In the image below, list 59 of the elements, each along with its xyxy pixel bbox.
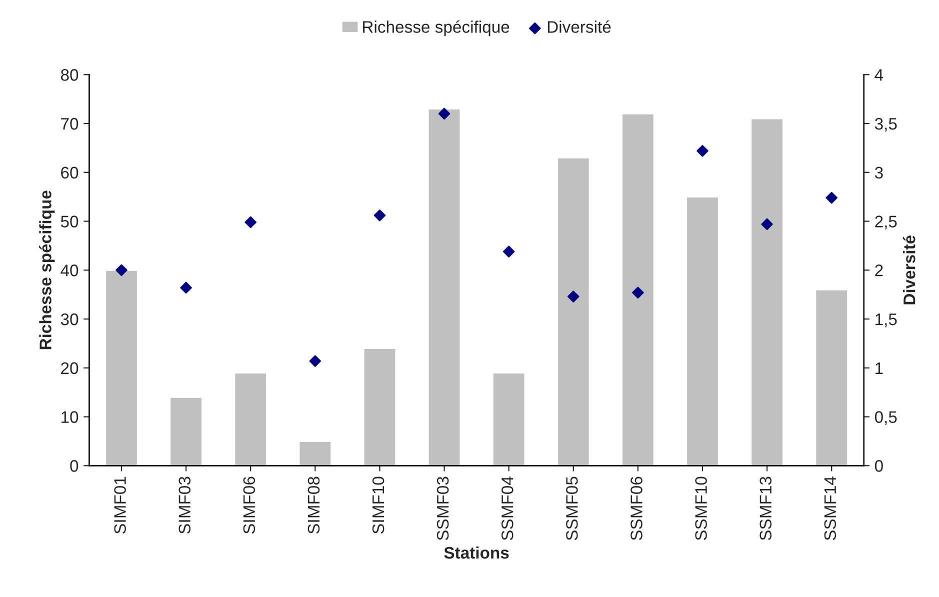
x-axis-title: Stations [444,546,509,559]
bar [169,396,203,466]
point [438,108,450,120]
bar [621,113,655,466]
y-tick-label: 80 [60,69,78,81]
x-tick-label: SIMF10 [372,476,384,534]
bar [298,440,332,466]
x-tick-label: SSMF10 [695,476,707,540]
bar [686,196,720,466]
point [116,264,128,276]
y2-tick-label: 2 [875,264,883,276]
y2-tick-label: 4 [874,69,884,81]
legend-label: Richesse spécifique [363,20,510,36]
y-tick-label: 70 [61,118,78,130]
bar [234,372,268,466]
y-tick-label: 10 [62,411,78,423]
y2-tick-label: 1,5 [876,314,897,328]
x-tick-label: SSMF05 [566,476,578,540]
point [244,216,256,228]
x-tick-label: SSMF06 [630,476,642,540]
point [826,192,838,204]
point [761,218,773,230]
y-tick-label: 60 [61,166,78,179]
point [632,286,644,299]
point [180,282,192,294]
y2-tick-label: 2,5 [875,216,897,230]
point [567,290,580,302]
x-tick-label: SSMF14 [824,476,836,540]
bar [750,118,784,466]
point [309,355,322,367]
point [502,246,515,258]
y2-tick-label: 3,5 [874,118,897,132]
point [374,210,386,222]
point [696,144,708,157]
x-tick-label: SSMF03 [436,476,449,540]
bar [492,372,526,466]
bar [104,269,138,466]
y2-axis-title: Diversité [902,236,916,304]
bar [556,157,590,466]
y2-tick-label: 0 [874,460,883,472]
x-tick-label: SSMF13 [760,476,772,540]
x-tick-label: SIMF01 [114,476,126,534]
y2-tick-label: 3 [874,166,883,179]
y-tick-label: 40 [60,264,78,276]
x-tick-label: SSMF04 [501,476,514,540]
x-tick-label: SIMF03 [178,476,191,534]
y-tick-label: 50 [60,216,78,228]
legend-label: Diversité [548,20,611,33]
y-tick-label: 20 [61,362,78,374]
bar [362,348,397,466]
y-tick-label: 30 [60,313,78,326]
bar [427,108,462,466]
y2-tick-label: 1 [876,362,883,374]
x-tick-label: SIMF08 [308,476,320,534]
bar [814,289,848,466]
x-tick-label: SIMF06 [243,476,256,534]
y2-tick-label: 0,5 [874,411,897,425]
y-tick-label: 0 [70,460,78,472]
y-axis-title: Richesse spécifique [39,190,55,350]
